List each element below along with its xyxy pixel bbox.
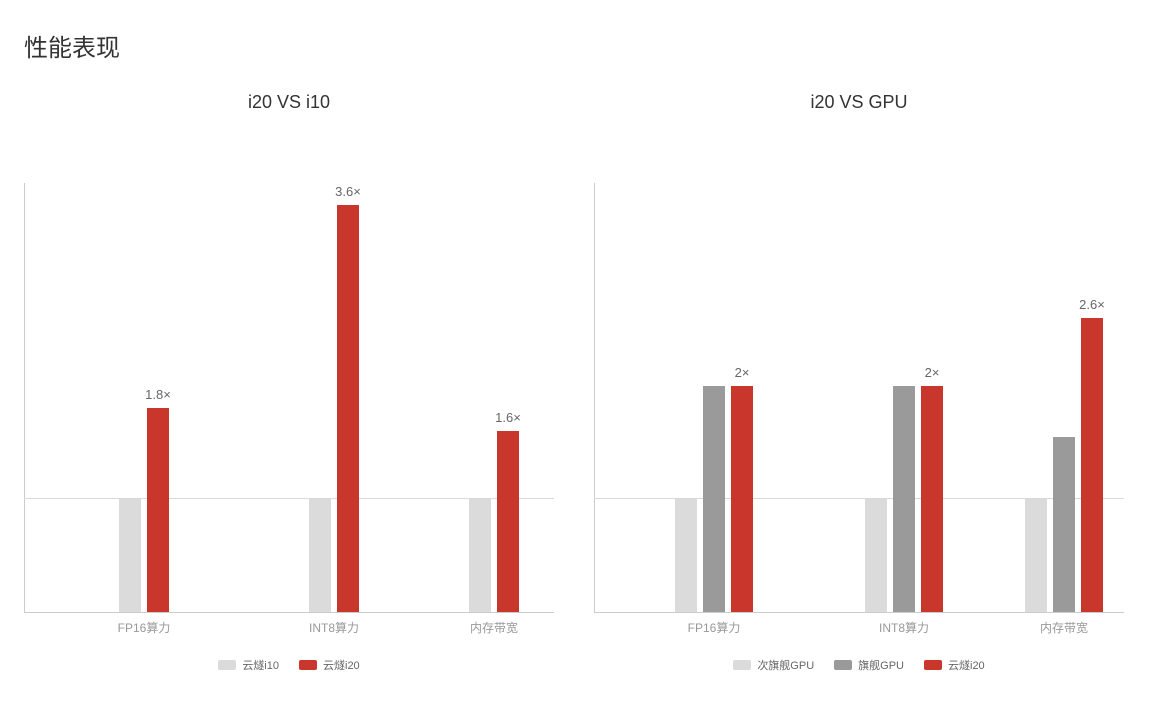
bar-group: 2× (865, 386, 943, 612)
legend-label: 云燧i20 (948, 657, 985, 673)
legend-item: 云燧i20 (299, 657, 360, 673)
legend: 云燧i10 云燧i20 (24, 657, 554, 673)
bar-group: 2× (675, 386, 753, 612)
legend-item: 次旗舰GPU (733, 657, 814, 673)
bar (1053, 437, 1075, 612)
bar (865, 499, 887, 612)
x-axis-labels: FP16算力 INT8算力 内存带宽 (24, 613, 554, 639)
x-axis-label: INT8算力 (309, 619, 359, 636)
plot-area: 2× 2× 2.6× (594, 183, 1124, 613)
bar (119, 499, 141, 612)
x-axis-label: INT8算力 (879, 619, 929, 636)
chart-title: i20 VS i10 (24, 92, 554, 113)
bar-group: 2.6× (1025, 318, 1103, 612)
x-axis-label: FP16算力 (118, 619, 171, 636)
legend: 次旗舰GPU 旗舰GPU 云燧i20 (594, 657, 1124, 673)
bar: 1.8× (147, 408, 169, 612)
bar (893, 386, 915, 612)
legend-item: 旗舰GPU (834, 657, 904, 673)
legend-label: 云燧i10 (242, 657, 279, 673)
x-axis-labels: FP16算力 INT8算力 内存带宽 (594, 613, 1124, 639)
legend-swatch (733, 660, 751, 670)
bar: 3.6× (337, 205, 359, 612)
legend-label: 旗舰GPU (858, 657, 904, 673)
bar: 2× (921, 386, 943, 612)
bar (469, 499, 491, 612)
bar: 2× (731, 386, 753, 612)
bar (675, 499, 697, 612)
bar (309, 499, 331, 612)
x-axis-label: FP16算力 (688, 619, 741, 636)
plot-area: 1.8× 3.6× 1.6× (24, 183, 554, 613)
chart-panel: i20 VS i10 1.8× 3.6× 1.6× FP16算力 INT8算力 内存带宽云燧… (24, 92, 554, 673)
bar (1025, 499, 1047, 612)
legend-item: 云燧i20 (924, 657, 985, 673)
bar-group: 3.6× (309, 205, 359, 612)
chart-panel: i20 VS GPU 2× 2× 2.6× FP16算力 INT8算力 内存带宽次旗舰GPU… (594, 92, 1124, 673)
legend-label: 云燧i20 (323, 657, 360, 673)
bar-value-label: 2× (925, 365, 940, 380)
bar-value-label: 3.6× (335, 184, 361, 199)
bar-value-label: 1.6× (495, 410, 521, 425)
bar (703, 386, 725, 612)
x-axis-label: 内存带宽 (1040, 619, 1088, 636)
bar: 1.6× (497, 431, 519, 612)
legend-swatch (924, 660, 942, 670)
legend-swatch (299, 660, 317, 670)
bar-group: 1.8× (119, 408, 169, 612)
legend-swatch (218, 660, 236, 670)
bar-group: 1.6× (469, 431, 519, 612)
bar: 2.6× (1081, 318, 1103, 612)
bar-value-label: 2.6× (1079, 297, 1105, 312)
legend-swatch (834, 660, 852, 670)
page-title: 性能表现 (24, 28, 120, 63)
chart-title: i20 VS GPU (594, 92, 1124, 113)
bar-value-label: 2× (735, 365, 750, 380)
x-axis-label: 内存带宽 (470, 619, 518, 636)
legend-label: 次旗舰GPU (757, 657, 814, 673)
charts-row: i20 VS i10 1.8× 3.6× 1.6× FP16算力 INT8算力 内存带宽云燧… (24, 92, 1160, 673)
bar-value-label: 1.8× (145, 387, 171, 402)
legend-item: 云燧i10 (218, 657, 279, 673)
